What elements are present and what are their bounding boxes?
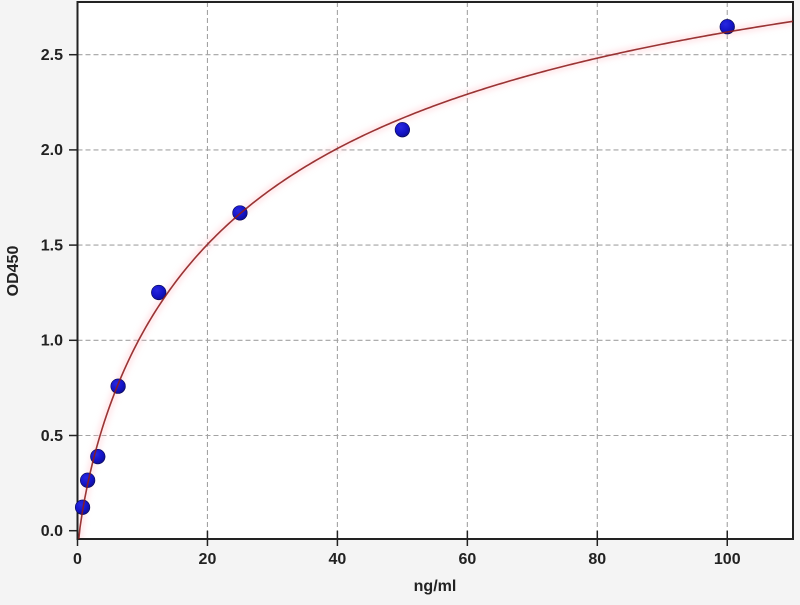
svg-text:80: 80	[588, 551, 606, 568]
svg-text:0.0: 0.0	[41, 523, 63, 540]
svg-text:40: 40	[329, 551, 347, 568]
svg-text:1.5: 1.5	[41, 237, 63, 254]
svg-text:0.5: 0.5	[41, 428, 63, 445]
svg-text:20: 20	[199, 551, 217, 568]
svg-text:2.0: 2.0	[41, 142, 63, 159]
svg-text:60: 60	[458, 551, 476, 568]
svg-text:1.0: 1.0	[41, 333, 63, 350]
svg-text:OD450: OD450	[5, 246, 22, 297]
svg-text:2.5: 2.5	[41, 47, 63, 64]
svg-text:0: 0	[73, 551, 82, 568]
svg-text:100: 100	[714, 551, 741, 568]
svg-text:ng/ml: ng/ml	[414, 578, 457, 595]
